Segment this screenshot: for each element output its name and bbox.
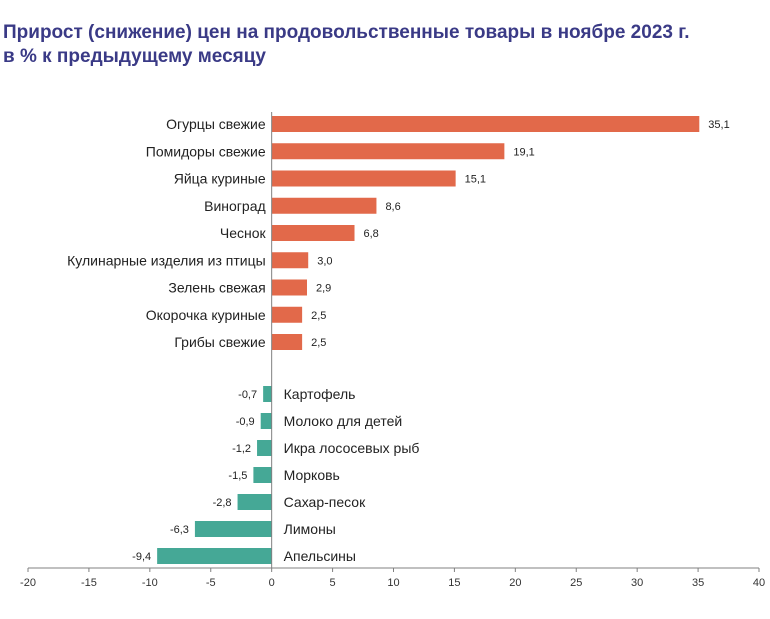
category-label: Зелень свежая — [168, 280, 265, 296]
bar — [253, 467, 272, 483]
value-label: 35,1 — [708, 119, 729, 131]
category-label: Яйца куриные — [174, 171, 266, 187]
x-tick-label: -20 — [20, 577, 36, 589]
x-axis-ticks: -20 -15 -10 -5 0 5 10 15 20 25 30 35 40 — [20, 568, 765, 589]
bar — [271, 306, 303, 323]
bar — [271, 225, 355, 241]
x-tick-label: 10 — [387, 577, 399, 589]
x-tick-label: -10 — [142, 577, 158, 589]
x-tick-label: 20 — [509, 577, 521, 589]
bar — [263, 386, 272, 402]
x-tick-label: 30 — [631, 577, 643, 589]
category-label: Сахар-песок — [284, 494, 366, 510]
value-label: -2,8 — [213, 497, 232, 509]
x-tick-label: -5 — [206, 577, 216, 589]
bars-group — [157, 116, 700, 564]
value-label: -1,5 — [228, 470, 247, 482]
category-label: Окорочка куриные — [146, 307, 266, 323]
value-label: 2,5 — [311, 337, 326, 349]
bar — [271, 197, 377, 214]
category-label: Морковь — [284, 467, 340, 483]
x-tick-label: 35 — [692, 577, 704, 589]
x-tick-label: 40 — [753, 577, 765, 589]
chart-title: Прирост (снижение) цен на продовольствен… — [3, 22, 690, 43]
value-label: 8,6 — [385, 201, 400, 213]
category-label: Лимоны — [284, 521, 336, 537]
bar — [271, 116, 700, 132]
category-label: Огурцы свежие — [166, 116, 266, 132]
value-label: 2,9 — [316, 283, 331, 295]
category-label: Картофель — [284, 386, 356, 402]
bar — [237, 494, 272, 510]
category-label: Икра лососевых рыб — [284, 440, 420, 456]
bar — [257, 440, 272, 456]
category-label: Кулинарные изделия из птицы — [67, 252, 266, 268]
value-label: 19,1 — [513, 146, 534, 158]
bar — [194, 521, 272, 537]
bar — [271, 170, 456, 187]
category-label: Помидоры свежие — [146, 143, 266, 159]
category-label: Молоко для детей — [284, 413, 403, 429]
chart-subtitle: в % к предыдущему месяцу — [3, 46, 266, 67]
bar — [271, 252, 309, 269]
bar — [271, 279, 307, 296]
bar — [271, 334, 303, 350]
value-label: -0,9 — [236, 416, 255, 428]
category-label: Виноград — [204, 198, 266, 214]
x-tick-label: 25 — [570, 577, 582, 589]
value-label: -6,3 — [170, 524, 189, 536]
value-label: -1,2 — [232, 443, 251, 455]
category-label: Апельсины — [284, 548, 356, 564]
value-label: 2,5 — [311, 310, 326, 322]
x-tick-label: -15 — [81, 577, 97, 589]
bar — [157, 548, 272, 564]
bar — [260, 413, 272, 429]
value-label: 3,0 — [317, 255, 332, 267]
value-label: 6,8 — [364, 228, 379, 240]
category-label: Грибы свежие — [174, 334, 265, 350]
x-tick-label: 0 — [269, 577, 275, 589]
value-label: -9,4 — [132, 551, 151, 563]
x-tick-label: 5 — [330, 577, 336, 589]
category-label: Чеснок — [220, 225, 267, 241]
value-label: 15,1 — [465, 174, 486, 186]
value-label: -0,7 — [238, 389, 257, 401]
bar — [271, 143, 505, 160]
labels-group: Огурцы свежие 35,1 Помидоры свежие 19,1 Яйца… — [67, 116, 730, 564]
x-tick-label: 15 — [448, 577, 460, 589]
